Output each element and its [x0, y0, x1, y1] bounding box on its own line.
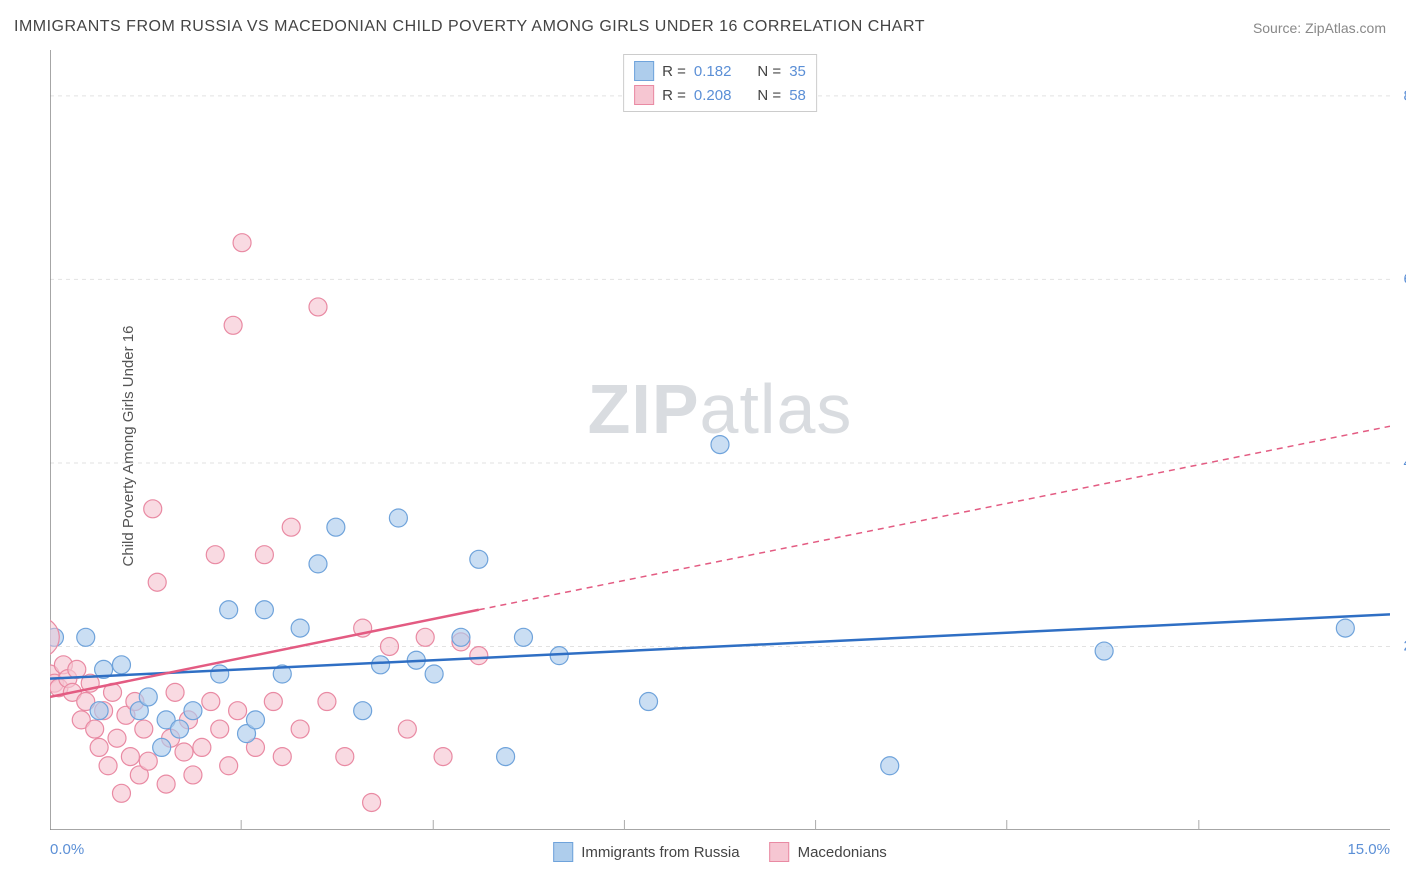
r-value-macedonian: 0.208: [694, 87, 732, 104]
n-value-russia: 35: [789, 63, 806, 80]
legend-item-macedonian: Macedonians: [770, 842, 887, 862]
legend-correlation: R = 0.182 N = 35 R = 0.208 N = 58: [623, 54, 817, 112]
chart-container: IMMIGRANTS FROM RUSSIA VS MACEDONIAN CHI…: [0, 0, 1406, 892]
chart-title: IMMIGRANTS FROM RUSSIA VS MACEDONIAN CHI…: [14, 18, 925, 36]
n-label: N =: [757, 63, 781, 80]
x-tick-label: 0.0%: [50, 841, 84, 858]
r-label: R =: [662, 87, 686, 104]
legend-series: Immigrants from Russia Macedonians: [553, 842, 887, 862]
legend-row-russia: R = 0.182 N = 35: [634, 59, 806, 83]
r-label: R =: [662, 63, 686, 80]
legend-label-russia: Immigrants from Russia: [581, 844, 739, 861]
legend-row-macedonian: R = 0.208 N = 58: [634, 83, 806, 107]
swatch-russia: [634, 61, 654, 81]
legend-item-russia: Immigrants from Russia: [553, 842, 739, 862]
n-value-macedonian: 58: [789, 87, 806, 104]
source-label: Source: ZipAtlas.com: [1253, 20, 1386, 36]
legend-label-macedonian: Macedonians: [798, 844, 887, 861]
swatch-macedonian: [770, 842, 790, 862]
n-label: N =: [757, 87, 781, 104]
scatter-svg: [50, 50, 1390, 830]
x-tick-label: 15.0%: [1347, 841, 1390, 858]
r-value-russia: 0.182: [694, 63, 732, 80]
plot-area: ZIPatlas R = 0.182 N = 35 R = 0.208 N = …: [50, 50, 1390, 830]
swatch-russia: [553, 842, 573, 862]
swatch-macedonian: [634, 85, 654, 105]
